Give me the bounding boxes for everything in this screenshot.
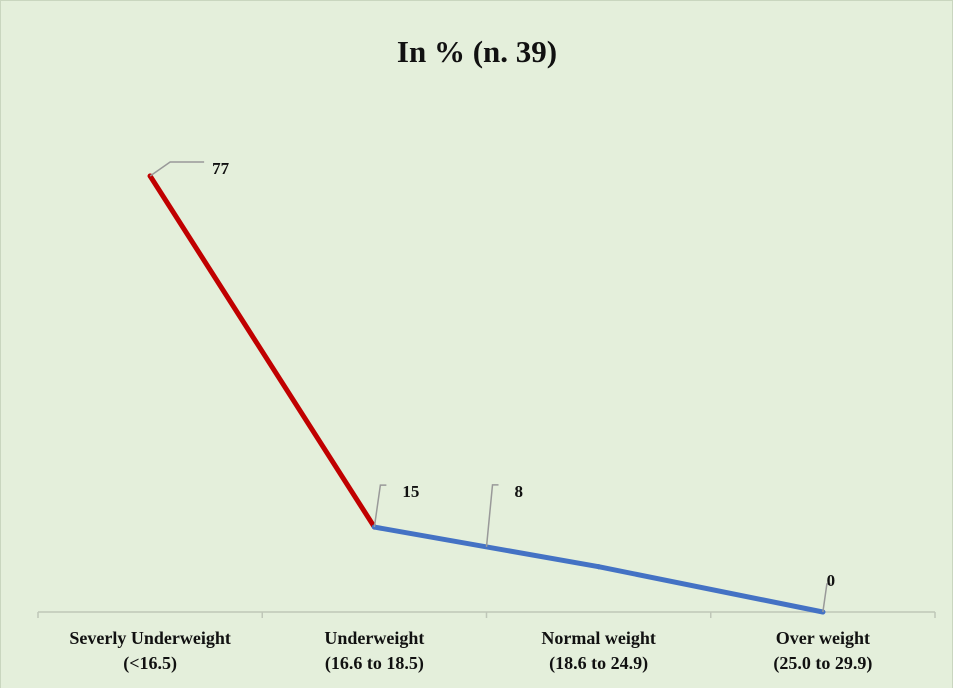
x-tick-label-line: Severly Underweight [69,628,230,648]
data-label: 8 [515,482,524,501]
data-label: 77 [212,159,230,178]
data-label: 15 [402,482,419,501]
data-label: 0 [827,571,836,590]
x-tick-label: Normal weight (18.6 to 24.9) [541,628,655,674]
line-segment [147,173,377,530]
x-tick-label-line: Over weight [776,628,870,648]
leader-line [149,161,205,177]
x-tick-label-line: Underweight [324,628,424,648]
line-segment [596,564,826,615]
x-tick-label-line: (16.6 to 18.5) [325,653,424,674]
x-tick-label: Over weight (25.0 to 29.9) [773,628,872,674]
leader-line [822,583,831,613]
x-tick-label: Underweight (16.6 to 18.5) [324,628,424,674]
x-tick-label-line: (25.0 to 29.9) [773,653,872,674]
x-tick-label-line: Normal weight [541,628,655,648]
x-tick-label-line: (<16.5) [123,653,177,674]
x-tick-label: Severly Underweight (<16.5) [69,628,230,674]
data-point [596,564,602,570]
x-tick-label-line: (18.6 to 24.9) [549,653,648,674]
leader-line [485,484,499,547]
leader-line [373,484,387,528]
chart-title: In % (n. 39) [397,34,557,69]
